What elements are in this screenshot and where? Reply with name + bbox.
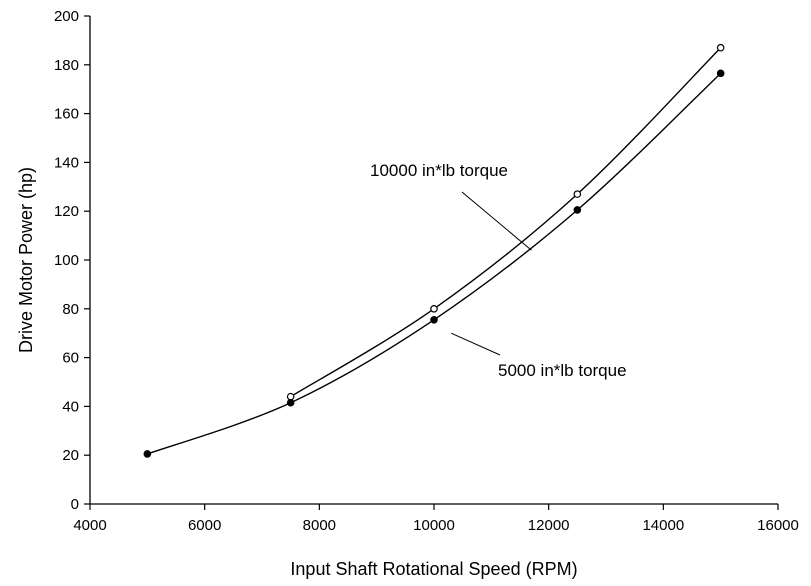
data-point xyxy=(286,392,295,401)
series-line-torque-10000 xyxy=(290,47,722,398)
annotation-label: 5000 in*lb torque xyxy=(498,361,627,380)
data-point xyxy=(573,190,582,198)
series-line-torque-5000 xyxy=(147,72,722,455)
data-point xyxy=(573,206,582,214)
y-tick-label: 180 xyxy=(54,57,79,74)
y-tick-label: 20 xyxy=(62,447,79,464)
y-tick-label: 120 xyxy=(54,203,79,220)
y-axis-title: Drive Motor Power (hp) xyxy=(16,167,36,353)
x-tick-label: 6000 xyxy=(188,517,221,534)
x-tick-label: 12000 xyxy=(528,517,570,534)
data-point xyxy=(716,43,725,52)
axes xyxy=(89,16,778,505)
x-tick-label: 4000 xyxy=(73,517,106,534)
y-tick-label: 100 xyxy=(54,252,79,269)
x-tick-label: 14000 xyxy=(642,517,684,534)
annotation-label: 10000 in*lb torque xyxy=(370,161,508,180)
y-tick-label: 200 xyxy=(54,8,79,25)
y-tick-label: 160 xyxy=(54,106,79,123)
y-tick-label: 0 xyxy=(71,496,79,513)
x-tick-label: 8000 xyxy=(303,517,336,534)
data-point xyxy=(430,315,438,324)
x-tick-label: 16000 xyxy=(757,517,799,534)
y-tick-label: 140 xyxy=(54,154,79,171)
data-point xyxy=(430,304,438,313)
y-tick-label: 40 xyxy=(62,398,79,415)
data-point xyxy=(716,69,725,78)
annotations: 10000 in*lb torque 5000 in*lb torque xyxy=(370,161,627,380)
x-axis-title: Input Shaft Rotational Speed (RPM) xyxy=(290,559,577,579)
series-group xyxy=(143,43,725,458)
y-tick-label: 80 xyxy=(62,301,79,318)
annotation-leader-line xyxy=(450,332,501,356)
annotation-leader-line xyxy=(461,191,532,251)
y-tick-label: 60 xyxy=(62,350,79,367)
data-point xyxy=(143,450,152,458)
ticks: 4000 6000 8000 10000 12000 14000 16000 0 20 40 60 8… xyxy=(54,8,799,534)
x-tick-label: 10000 xyxy=(413,517,455,534)
data-point xyxy=(286,398,295,407)
